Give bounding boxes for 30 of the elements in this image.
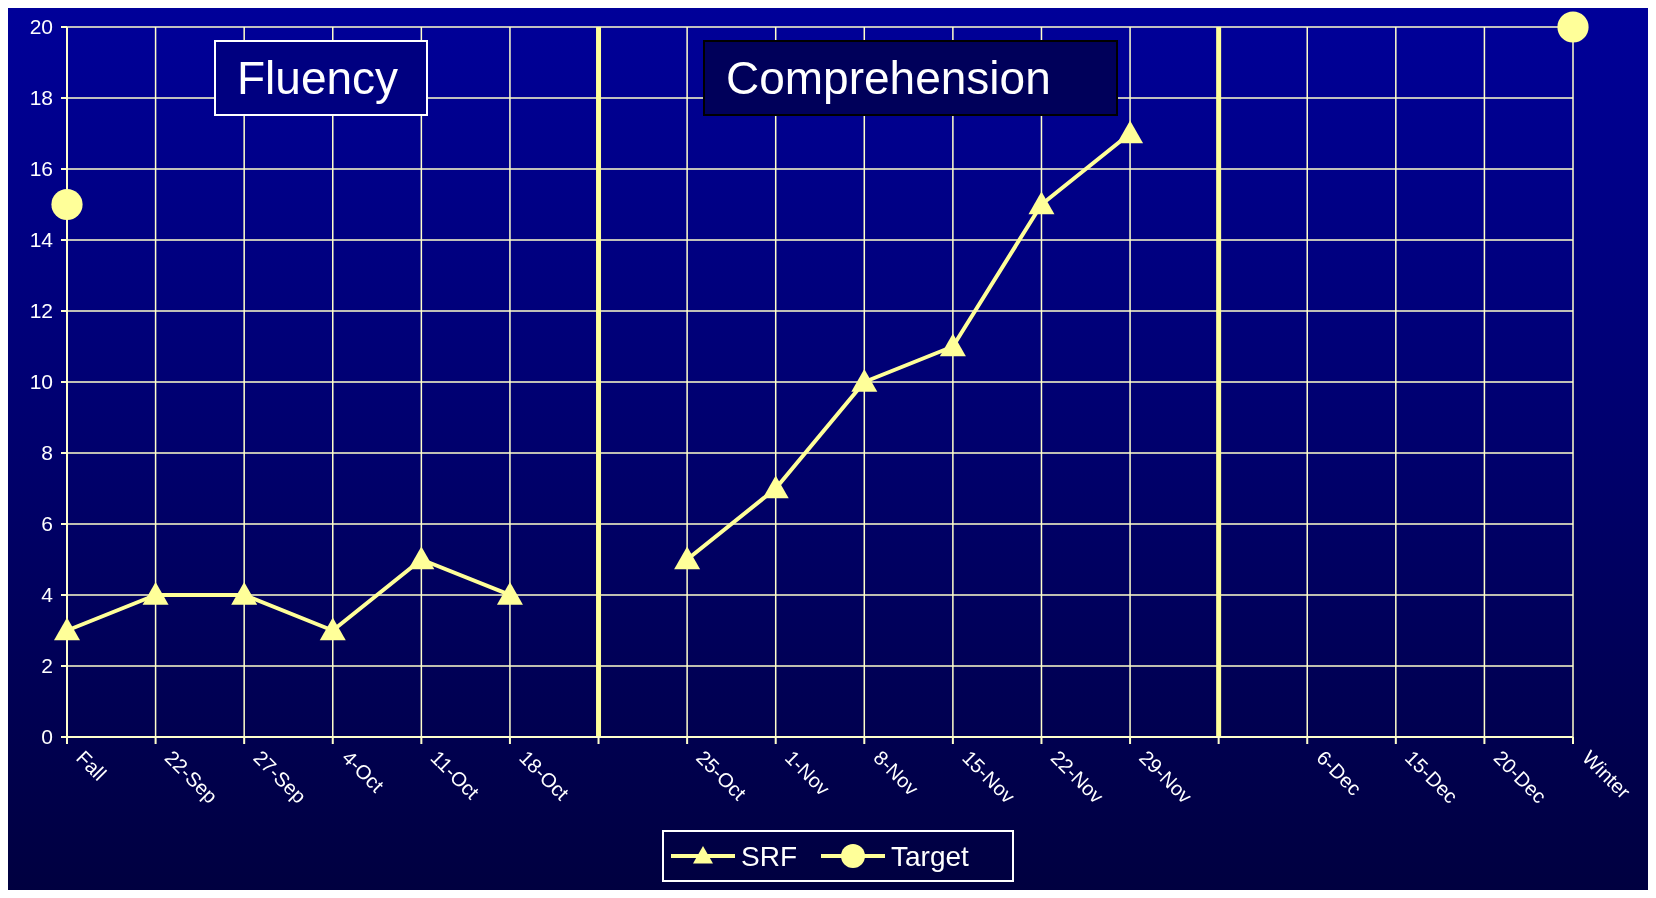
point [51,188,83,221]
point [1028,191,1055,215]
y-tick-label: 18 [29,86,53,110]
y-tick-label: 14 [29,228,54,252]
y-tick-label: 8 [41,441,53,465]
point [939,333,966,357]
y-tick-label: 12 [29,299,53,323]
y-tick-label: 2 [41,654,53,678]
y-tick-label: 0 [41,725,53,749]
point [762,475,789,499]
point [408,546,435,570]
y-tick-label: 4 [41,583,54,607]
point [142,582,169,605]
y-tick-label: 20 [29,15,53,39]
legend-label: SRF [741,840,797,872]
point [54,617,80,641]
point [1557,11,1589,43]
point [851,369,878,392]
point [674,546,701,570]
point [319,617,346,641]
y-tick-label: 6 [41,512,53,536]
point [496,582,523,605]
point [231,582,258,605]
point [1117,120,1144,144]
x-tick-label: Fall [72,746,111,785]
annotation: Comprehension [726,52,1051,105]
annotation: Fluency [237,52,399,105]
y-tick-label: 16 [29,157,53,181]
y-tick-label: 10 [29,370,53,394]
legend-label: Target [891,840,970,872]
